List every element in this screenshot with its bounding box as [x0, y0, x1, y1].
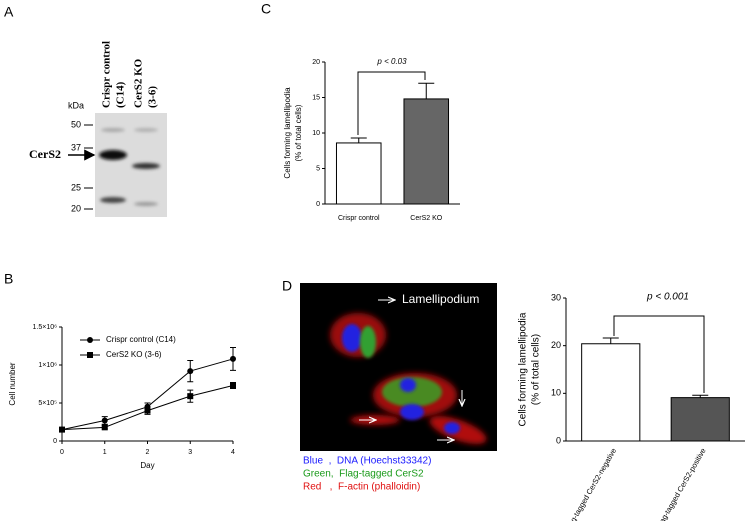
western-blot [95, 113, 167, 217]
x-tick-label: 0 [60, 449, 64, 456]
x-tick-label: Crispr control [338, 215, 380, 222]
error-bar [602, 337, 619, 344]
data-point [101, 417, 108, 424]
x-tick-label: 4 [231, 449, 235, 456]
lane-label: Crispr control [101, 41, 113, 108]
y-tick-label: 0 [316, 201, 320, 208]
panel-label: B [4, 271, 13, 287]
y-tick-label: 10 [551, 388, 561, 398]
mw-marker: 25 [71, 182, 81, 192]
image-annotation: Lamellipodium [402, 292, 479, 306]
y-tick-label: 5×10⁵ [38, 400, 57, 407]
lane-label: (C14) [115, 81, 127, 108]
y-tick-label: 1×10⁶ [38, 362, 57, 369]
legend-label: Crispr control (C14) [106, 335, 176, 344]
significance-bracket [357, 71, 426, 135]
x-tick-label: 1 [103, 449, 107, 456]
blot-band [134, 202, 158, 206]
significance-bracket [613, 315, 705, 393]
bar [670, 397, 730, 442]
y-axis-label: (% of total cells) [531, 334, 542, 405]
data-point [187, 393, 194, 400]
panel-label: A [4, 4, 14, 20]
x-tick-label: CerS2 KO [410, 215, 442, 222]
x-tick-label: Flag-tagged CerS2-negative [563, 446, 618, 521]
y-tick-label: 20 [312, 59, 320, 66]
blot-band [100, 197, 126, 203]
y-tick-label: 15 [312, 94, 320, 101]
y-tick-label: 5 [316, 165, 320, 172]
error-bar [692, 394, 709, 398]
microscopy-image [300, 283, 497, 451]
blot-band [134, 128, 158, 132]
mw-marker: 50 [71, 119, 81, 129]
blot-band [132, 163, 160, 169]
bar [335, 142, 382, 205]
y-tick-label: 10 [312, 130, 320, 137]
y-axis-label: Cells forming lamellipodia [518, 312, 529, 426]
x-tick-label: 3 [188, 449, 192, 456]
data-point [101, 424, 108, 431]
y-tick-label: 0 [53, 438, 57, 445]
panel-label: D [282, 278, 292, 294]
x-tick-label: 2 [146, 449, 150, 456]
x-tick-label: Flag-tagged CerS2-positive [654, 446, 707, 521]
error-bar [418, 82, 435, 99]
x-axis-label: Day [140, 461, 154, 470]
y-axis-label: Cell number [8, 362, 17, 405]
stain-legend: Green, Flag-tagged CerS2 [303, 469, 424, 480]
y-tick-label: 30 [551, 292, 561, 302]
lane-label: (3-6) [147, 86, 159, 108]
y-axis-label: (% of total cells) [294, 104, 303, 161]
p-value: p < 0.03 [376, 57, 407, 66]
band-label: CerS2 [29, 147, 61, 161]
y-tick-label: 20 [551, 340, 561, 350]
error-bar [350, 137, 367, 143]
y-tick-label: 0 [556, 435, 561, 445]
p-value: p < 0.001 [646, 292, 689, 303]
data-point [144, 407, 151, 414]
stain-legend: Blue , DNA (Hoechst33342) [303, 456, 431, 467]
mw-marker: 20 [71, 203, 81, 213]
legend-marker [87, 337, 93, 343]
y-tick-label: 1.5×10⁶ [33, 324, 58, 331]
stain-legend: Red , F-actin (phalloidin) [303, 482, 420, 493]
panel-label: C [261, 1, 271, 17]
legend-marker [87, 352, 93, 358]
blot-band [101, 128, 125, 132]
series-line [61, 358, 234, 431]
mw-marker: 37 [71, 142, 81, 152]
legend-label: CerS2 KO (3-6) [106, 350, 162, 359]
data-point [230, 382, 236, 389]
mw-unit: kDa [68, 100, 84, 110]
y-axis-label: Cells forming lamellipodia [283, 87, 292, 179]
bar [403, 98, 450, 205]
lane-label: CerS2 KO [133, 58, 145, 108]
bar [581, 343, 641, 442]
data-point [187, 368, 194, 375]
data-point [230, 355, 236, 362]
blot-band [99, 150, 127, 160]
data-point [59, 426, 65, 433]
